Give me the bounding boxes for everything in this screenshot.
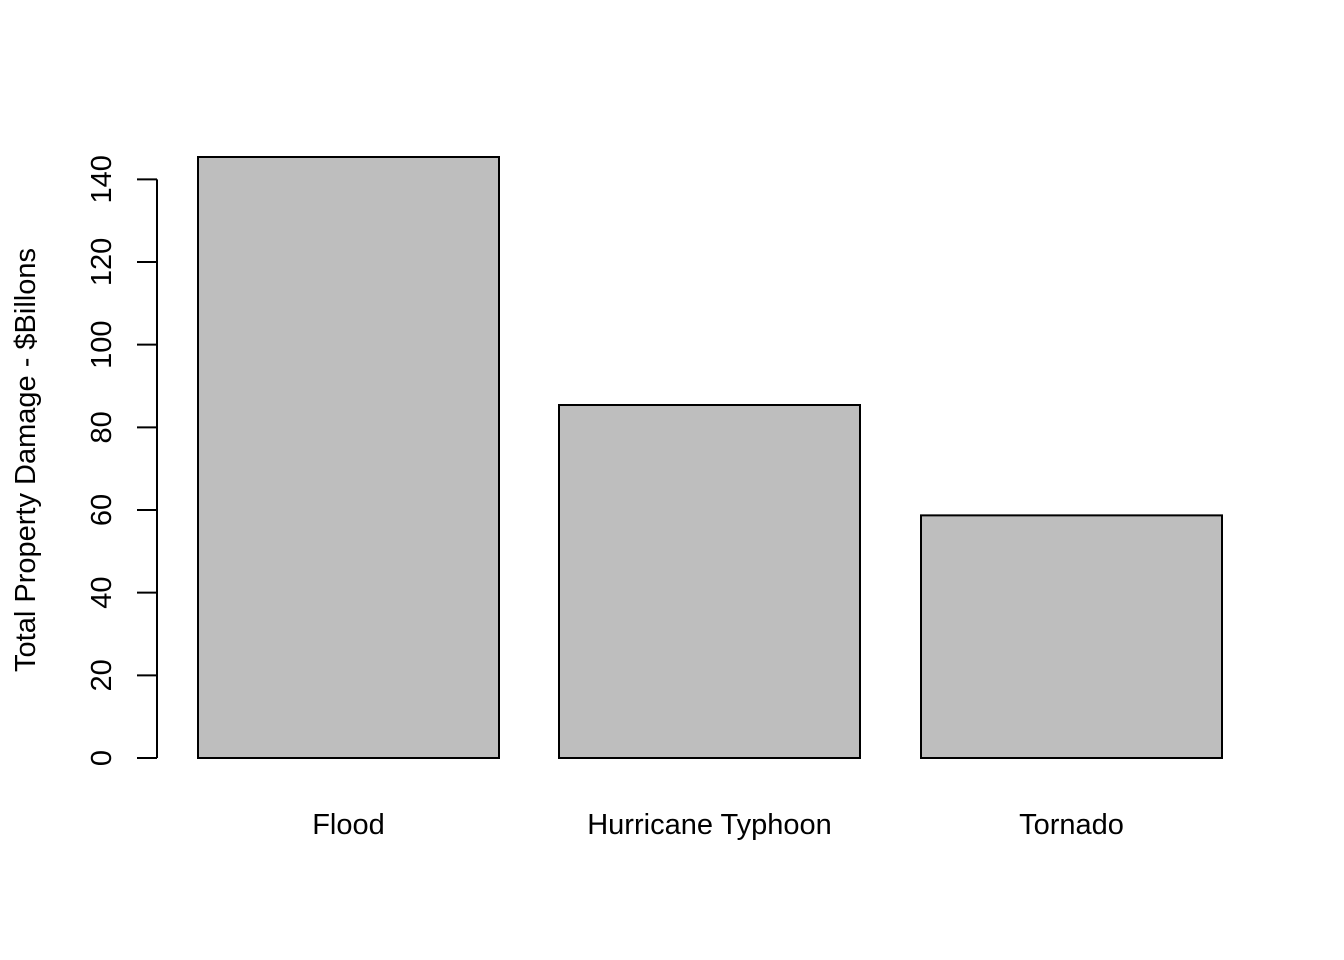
- x-category-label: Tornado: [1019, 809, 1124, 841]
- y-axis: 0 20 40 60 80 100 120 140: [86, 155, 158, 766]
- y-tick-label-100: 100: [86, 320, 118, 368]
- bars-group: [197, 156, 1223, 759]
- bar-tornado: [920, 514, 1223, 759]
- y-tick-label-140: 140: [86, 155, 118, 203]
- y-tick-label-120: 120: [86, 238, 118, 286]
- x-axis-labels: Flood Hurricane Typhoon Tornado: [312, 809, 1124, 841]
- bar-flood: [197, 156, 500, 759]
- y-tick-label-40: 40: [86, 577, 118, 609]
- y-tick-label-80: 80: [86, 411, 118, 443]
- x-category-label: Hurricane Typhoon: [587, 809, 832, 841]
- bar-hurricane-typhoon: [558, 404, 861, 759]
- y-tick-label-60: 60: [86, 494, 118, 526]
- y-tick-label-0: 0: [86, 750, 118, 766]
- y-tick-label-20: 20: [86, 659, 118, 691]
- x-category-label: Flood: [312, 809, 385, 841]
- y-axis-title: Total Property Damage - $Billons: [10, 248, 42, 672]
